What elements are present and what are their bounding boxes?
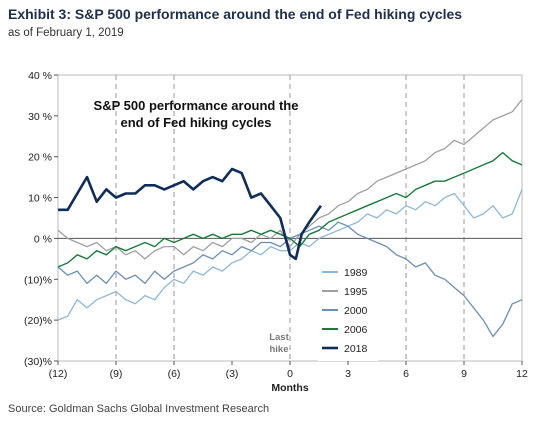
y-tick-label: 10 % — [28, 193, 52, 205]
y-tick-label: (10)% — [24, 274, 52, 286]
legend-label-2018: 2018 — [344, 343, 368, 355]
legend: 1989 1995 2000 2006 2018 — [318, 262, 378, 361]
x-tick-label: (9) — [110, 368, 123, 380]
y-tick-label: 0 % — [34, 233, 52, 245]
y-tick-label: 30 % — [28, 111, 52, 123]
last-hike-annotation: hike — [269, 344, 288, 355]
y-tick-label: 20 % — [28, 152, 52, 164]
last-hike-annotation: Last — [269, 332, 289, 343]
series-line-2006 — [57, 151, 523, 268]
legend-label-2000: 2000 — [344, 305, 368, 317]
x-tick-label: 12 — [516, 368, 528, 380]
chart-title-line: S&P 500 performance around the — [94, 98, 299, 113]
x-axis-title: Months — [271, 382, 308, 394]
chart-title-line: end of Fed hiking cycles — [121, 115, 272, 130]
y-tick-label: (30)% — [24, 356, 52, 368]
series-layer — [57, 99, 523, 338]
x-tick-label: (6) — [168, 368, 181, 380]
legend-label-2006: 2006 — [344, 324, 368, 336]
x-tick-label: 3 — [345, 368, 351, 380]
x-tick-label: (12) — [49, 368, 68, 380]
x-tick-label: 9 — [461, 368, 467, 380]
series-line-2018 — [58, 167, 322, 261]
exhibit-title: Exhibit 3: S&P 500 performance around th… — [8, 6, 463, 22]
legend-box — [318, 262, 378, 361]
source-note: Source: Goldman Sachs Global Investment … — [8, 403, 270, 415]
x-tick-label: 0 — [287, 368, 293, 380]
legend-label-1989: 1989 — [344, 267, 368, 279]
exhibit-subtitle: as of February 1, 2019 — [8, 27, 124, 39]
y-tick-label: (20)% — [24, 315, 52, 327]
text-layer: S&P 500 performance around the end of Fed… — [94, 98, 299, 355]
axis-layer: 40 % 30 % 20 % 10 % 0 % (10)% (20)% (30)%(12) (9… — [24, 70, 528, 394]
legend-label-1995: 1995 — [344, 286, 368, 298]
series-line-1995 — [57, 99, 523, 260]
x-tick-label: (3) — [226, 368, 239, 380]
y-tick-label: 40 % — [28, 70, 52, 82]
x-tick-label: 6 — [403, 368, 409, 380]
